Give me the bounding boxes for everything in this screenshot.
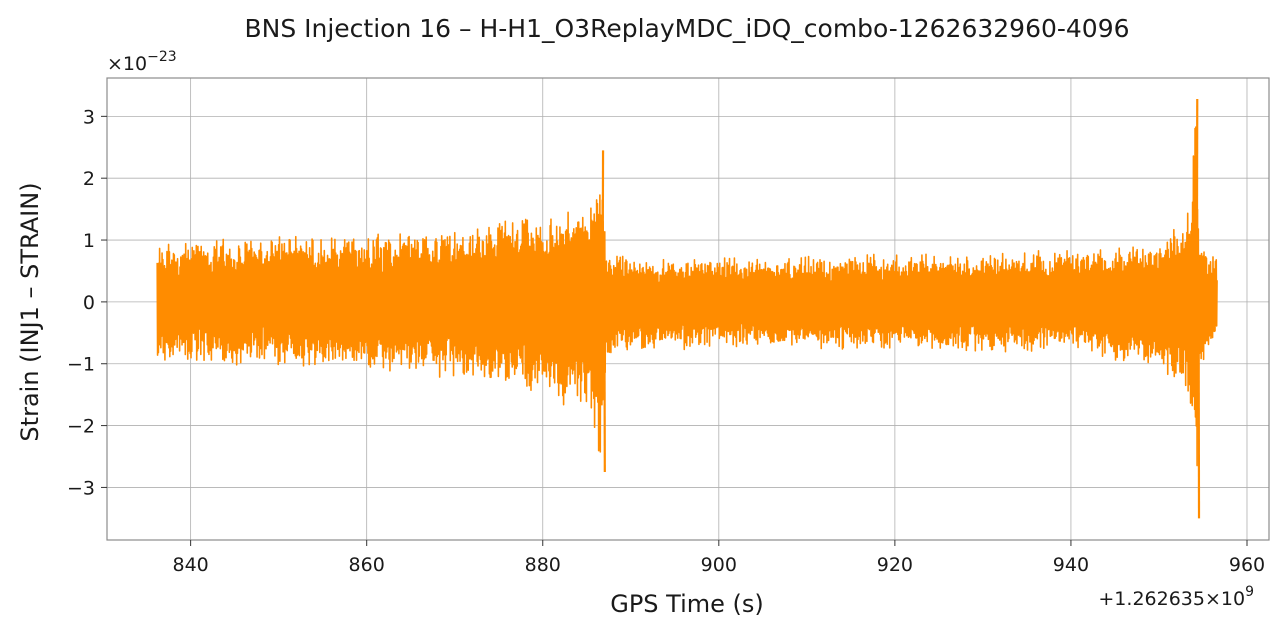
y-multiplier: ×10−23 (107, 49, 177, 75)
x-tick-label-920: 920 (877, 554, 913, 576)
y-axis-label: Strain (INJ1 – STRAIN) (16, 182, 44, 441)
x-axis-label: GPS Time (s) (610, 590, 764, 618)
y-tick-label-2: 2 (83, 168, 95, 190)
chart-title: BNS Injection 16 – H-H1_O3ReplayMDC_iDQ_… (244, 14, 1129, 43)
x-tick-label-840: 840 (172, 554, 208, 576)
x-tick-label-900: 900 (701, 554, 737, 576)
strain-line (156, 126, 1218, 467)
y-tick-label--1: −1 (67, 354, 95, 376)
x-axis: 840 860 880 900 920 940 960 (172, 540, 1265, 576)
x-offset-base: +1.262635×10 (1098, 588, 1245, 610)
plot-frame (106, 77, 1270, 541)
y-tick-label--2: −2 (67, 416, 95, 438)
y-tick-label-0: 0 (83, 292, 95, 314)
y-multiplier-exponent: −23 (147, 49, 177, 65)
y-multiplier-base: ×10 (107, 53, 147, 75)
x-offset-exponent: 9 (1245, 584, 1254, 600)
series-strain (156, 99, 1218, 519)
x-offset: +1.262635×109 (1098, 584, 1254, 610)
y-tick-label-3: 3 (83, 106, 95, 128)
y-tick-label--3: −3 (67, 477, 95, 499)
y-tick-label-1: 1 (83, 230, 95, 252)
y-axis: −3 −2 −1 0 1 2 3 (67, 106, 107, 499)
x-tick-label-960: 960 (1229, 554, 1265, 576)
x-tick-label-880: 880 (525, 554, 561, 576)
x-tick-label-940: 940 (1053, 554, 1089, 576)
x-tick-label-860: 860 (349, 554, 385, 576)
